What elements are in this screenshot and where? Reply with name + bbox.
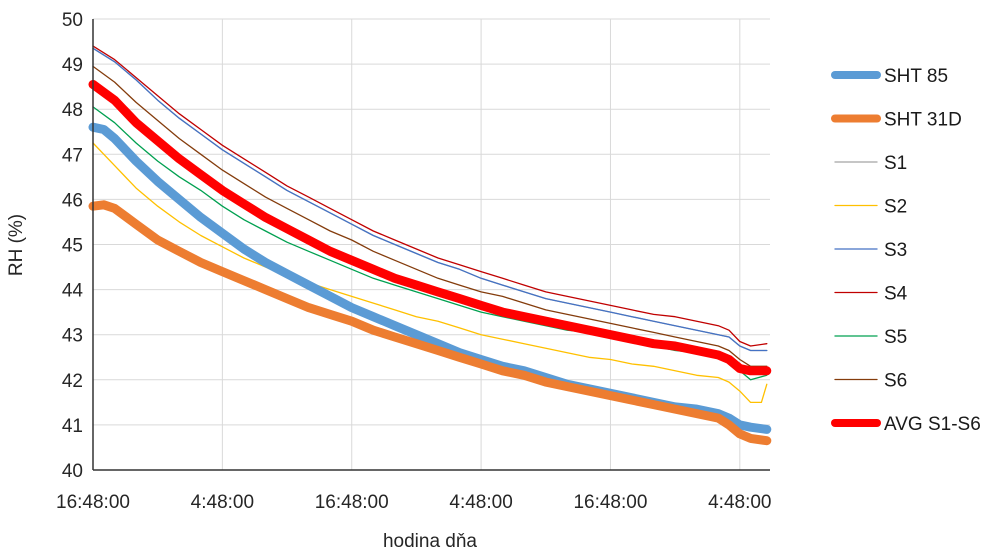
x-tick-label: 4:48:00 — [708, 492, 771, 513]
y-tick-label: 48 — [62, 100, 83, 121]
series-line-s6 — [92, 65, 768, 367]
legend-label: AVG S1-S6 — [884, 414, 981, 435]
y-tick-label: 46 — [62, 190, 83, 211]
y-tick-label: 44 — [62, 281, 84, 302]
y-tick-labels: 40 41 42 43 44 45 46 47 48 49 50 — [62, 10, 84, 482]
x-tick-label: 16:48:00 — [56, 492, 130, 513]
y-tick-label: 49 — [62, 55, 83, 76]
series-line-s4 — [92, 45, 768, 347]
legend-label: S2 — [884, 197, 907, 218]
x-tick-labels: 16:48:00 4:48:00 16:48:00 4:48:00 16:48:00 4:… — [56, 492, 772, 513]
series-line-avg-s1-s6 — [88, 79, 772, 376]
series-line-s3 — [92, 47, 768, 352]
x-tick-label: 16:48:00 — [573, 492, 647, 513]
series-line-s2 — [92, 142, 768, 404]
y-axis-title: RH (%) — [6, 214, 27, 276]
legend-label: S1 — [884, 153, 907, 174]
x-tick-label: 4:48:00 — [191, 492, 254, 513]
y-tick-label: 43 — [62, 326, 83, 347]
legend-label: S5 — [884, 327, 907, 348]
legend-label: S4 — [884, 284, 908, 305]
x-tick-label: 16:48:00 — [315, 492, 389, 513]
legend-label: S3 — [884, 240, 907, 261]
axes — [92, 19, 770, 471]
y-tick-label: 41 — [62, 416, 83, 437]
y-tick-label: 47 — [62, 145, 83, 166]
legend-label: S6 — [884, 371, 907, 392]
x-tick-label: 4:48:00 — [449, 492, 512, 513]
series-line-sht-31d — [88, 200, 772, 446]
legend: SHT 85 SHT 31D S1 S2 S3 S4 S5 S6 AVG S1-S6 — [831, 66, 981, 435]
y-tick-label: 50 — [62, 10, 83, 31]
series-lines — [88, 45, 772, 446]
y-tick-label: 40 — [62, 461, 83, 482]
y-tick-label: 42 — [62, 371, 83, 392]
x-axis-title: hodina dňa — [383, 531, 477, 552]
y-tick-label: 45 — [62, 236, 83, 257]
legend-label: SHT 31D — [884, 110, 962, 131]
legend-label: SHT 85 — [884, 66, 948, 87]
